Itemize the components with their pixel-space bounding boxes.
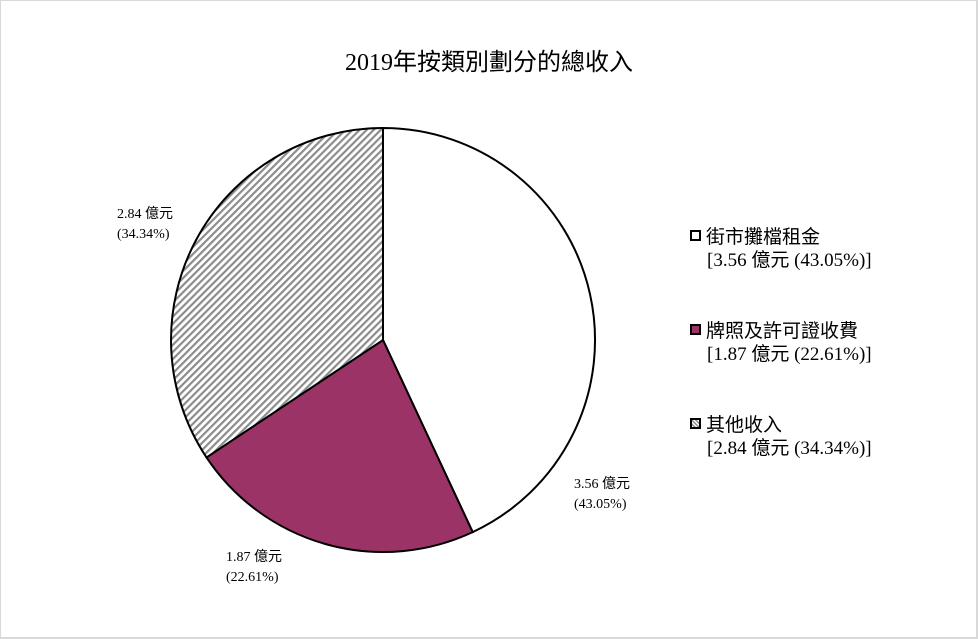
pie-slice-stall-rental[interactable] [382, 126, 597, 534]
legend-item-licence-fees[interactable]: 牌照及許可證收費 [1.87 億元 (22.61%)] [690, 316, 872, 410]
legend-detail: [3.56 億元 (43.05%)] [707, 250, 872, 271]
legend-label: 街市攤檔租金 [706, 226, 821, 248]
data-label-percent: (43.05%) [574, 497, 627, 512]
data-label-other-income: 2.84 億元 (34.34%) [117, 205, 173, 245]
data-label-stall-rental: 3.56 億元 (43.05%) [574, 475, 630, 515]
data-label-value: 1.87 億元 [226, 550, 282, 565]
legend-swatch-white-icon [690, 230, 701, 241]
legend-detail: [2.84 億元 (34.34%)] [707, 438, 872, 459]
legend-label: 牌照及許可證收費 [706, 320, 859, 342]
data-label-value: 3.56 億元 [574, 477, 630, 492]
legend-item-stall-rental[interactable]: 街市攤檔租金 [3.56 億元 (43.05%)] [690, 222, 872, 316]
data-label-value: 2.84 億元 [117, 207, 173, 222]
chart-title: 2019年按類別劃分的總收入 [345, 50, 633, 76]
data-label-percent: (22.61%) [226, 570, 279, 585]
pie-slice-other-income[interactable] [170, 126, 384, 459]
legend-label: 其他收入 [706, 414, 783, 436]
data-label-percent: (34.34%) [117, 227, 170, 242]
legend-swatch-hatch-icon [690, 418, 701, 429]
legend-detail: [1.87 億元 (22.61%)] [707, 344, 872, 365]
legend-item-other-income[interactable]: 其他收入 [2.84 億元 (34.34%)] [690, 410, 872, 504]
pie-slice-licence-fees[interactable] [205, 338, 475, 553]
chart-legend: 街市攤檔租金 [3.56 億元 (43.05%)] 牌照及許可證收費 [1.87… [690, 222, 872, 504]
legend-swatch-maroon-icon [690, 324, 701, 335]
data-label-licence-fees: 1.87 億元 (22.61%) [226, 548, 282, 588]
